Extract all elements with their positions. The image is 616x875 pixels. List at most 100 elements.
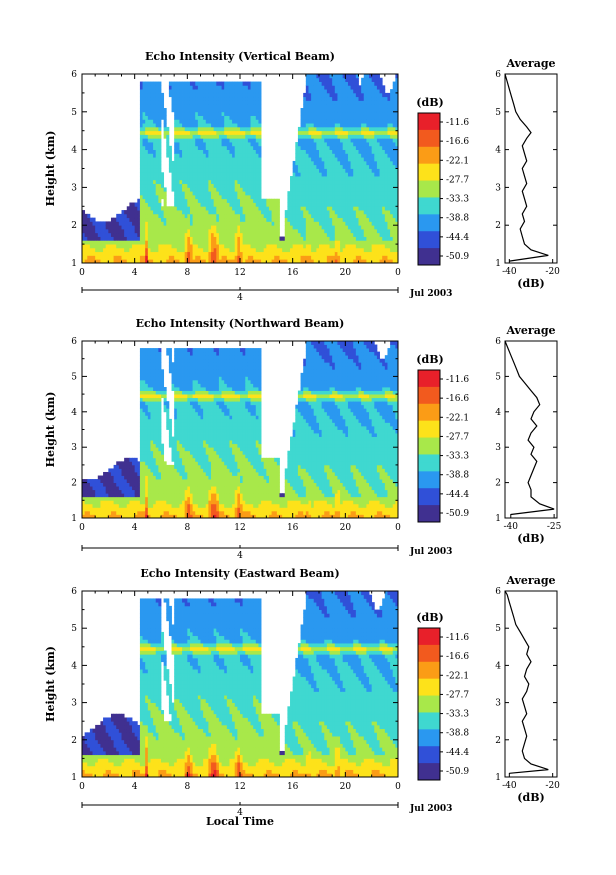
heatmap-cell — [139, 454, 143, 459]
heatmap-cell — [168, 92, 172, 98]
heatmap-cell — [392, 164, 396, 169]
heatmap-cell — [303, 100, 307, 105]
heatmap-cell — [334, 74, 338, 79]
heatmap-cell — [282, 259, 286, 264]
heatmap-cell — [153, 145, 157, 150]
heatmap-cell — [132, 471, 136, 476]
heatmap-cell — [240, 179, 244, 185]
heatmap-cell — [232, 123, 236, 128]
heatmap-cell — [316, 191, 320, 196]
heatmap-cell — [371, 100, 375, 105]
heatmap-cell — [203, 160, 207, 166]
heatmap-cell — [237, 119, 241, 124]
heatmap-cell — [205, 259, 209, 264]
heatmap-cell — [108, 510, 112, 515]
heatmap-cell — [208, 202, 212, 207]
heatmap-cell — [229, 210, 233, 215]
heatmap-cell — [82, 514, 86, 519]
heatmap-cell — [355, 104, 359, 109]
heatmap-cell — [342, 232, 346, 237]
heatmap-cell — [224, 108, 228, 113]
heatmap-cell — [218, 206, 222, 211]
heatmap-cell — [258, 236, 262, 241]
heatmap-cell — [279, 259, 283, 264]
heatmap-cell — [232, 247, 236, 253]
heatmap-cell — [371, 142, 375, 147]
heatmap-cell — [192, 119, 196, 124]
heatmap-cell — [340, 210, 344, 215]
heatmap-cell — [113, 489, 117, 494]
heatmap-cell — [139, 179, 143, 185]
heatmap-cell — [300, 213, 304, 219]
heatmap-cell — [139, 411, 143, 416]
heatmap-cell — [216, 217, 220, 222]
heatmap-cell — [232, 92, 236, 98]
heatmap-cell — [308, 217, 312, 222]
heatmap-cell — [189, 176, 193, 181]
heatmap-cell — [147, 236, 151, 241]
heatmap-cell — [139, 247, 143, 253]
heatmap-cell — [142, 172, 146, 177]
heatmap-cell — [184, 145, 188, 150]
panel-1: Echo Intensity (Vertical Beam)0 4 8 12 16 20 0… — [44, 50, 560, 303]
heatmap-cell — [226, 149, 230, 154]
heatmap-cell — [250, 164, 254, 169]
heatmap-cell — [139, 390, 143, 395]
heatmap-cell — [371, 111, 375, 116]
heatmap-cell — [145, 164, 149, 169]
heatmap-cell — [174, 153, 178, 158]
heatmap-cell — [250, 176, 254, 181]
heatmap-cell — [332, 157, 336, 162]
heatmap-cell — [142, 108, 146, 113]
heatmap-cell — [147, 81, 151, 86]
heatmap-cell — [303, 228, 307, 234]
heatmap-cell — [305, 191, 309, 196]
heatmap-cell — [105, 259, 109, 264]
heatmap-cell — [258, 206, 262, 211]
heatmap-cell — [142, 244, 146, 249]
heatmap-cell — [374, 179, 378, 185]
heatmap-cell — [384, 198, 388, 203]
heatmap-cell — [161, 247, 165, 253]
heatmap-cell — [245, 191, 249, 196]
heatmap-cell — [208, 213, 212, 219]
heatmap-cell — [387, 176, 391, 181]
heatmap-cell — [374, 225, 378, 230]
heatmap-cell — [353, 142, 357, 147]
heatmap-cell — [300, 225, 304, 230]
heatmap-cell — [134, 232, 138, 237]
heatmap-cell — [184, 183, 188, 188]
heatmap-cell — [139, 92, 143, 98]
heatmap-cell — [176, 130, 180, 135]
heatmap-cell — [371, 104, 375, 109]
heatmap-cell — [240, 255, 244, 260]
heatmap-cell — [163, 119, 167, 124]
colorbar-tick-label: -44.4 — [446, 233, 469, 243]
heatmap-cell — [247, 119, 251, 124]
heatmap-cell — [390, 247, 394, 253]
heatmap-cell — [319, 89, 323, 94]
heatmap-cell — [303, 153, 307, 158]
heatmap-cell — [382, 123, 386, 128]
heatmap-cell — [113, 221, 117, 226]
heatmap-cell — [350, 247, 354, 253]
heatmap-cell — [218, 96, 222, 101]
heatmap-cell — [153, 172, 157, 177]
heatmap-cell — [182, 191, 186, 196]
heatmap-cell — [316, 164, 320, 169]
heatmap-cell — [329, 164, 333, 169]
heatmap-cell — [316, 100, 320, 105]
heatmap-cell — [376, 244, 380, 249]
heatmap-cell — [361, 160, 365, 166]
heatmap-cell — [387, 187, 391, 192]
heatmap-cell — [255, 92, 259, 98]
heatmap-cell — [384, 172, 388, 177]
heatmap-cell — [153, 85, 157, 90]
heatmap-cell — [287, 255, 291, 260]
heatmap-cell — [284, 251, 288, 256]
heatmap-cell — [97, 489, 101, 494]
heatmap-cell — [224, 104, 228, 109]
heatmap-cell — [379, 259, 383, 264]
heatmap-cell — [184, 191, 188, 196]
heatmap-cell — [376, 168, 380, 173]
